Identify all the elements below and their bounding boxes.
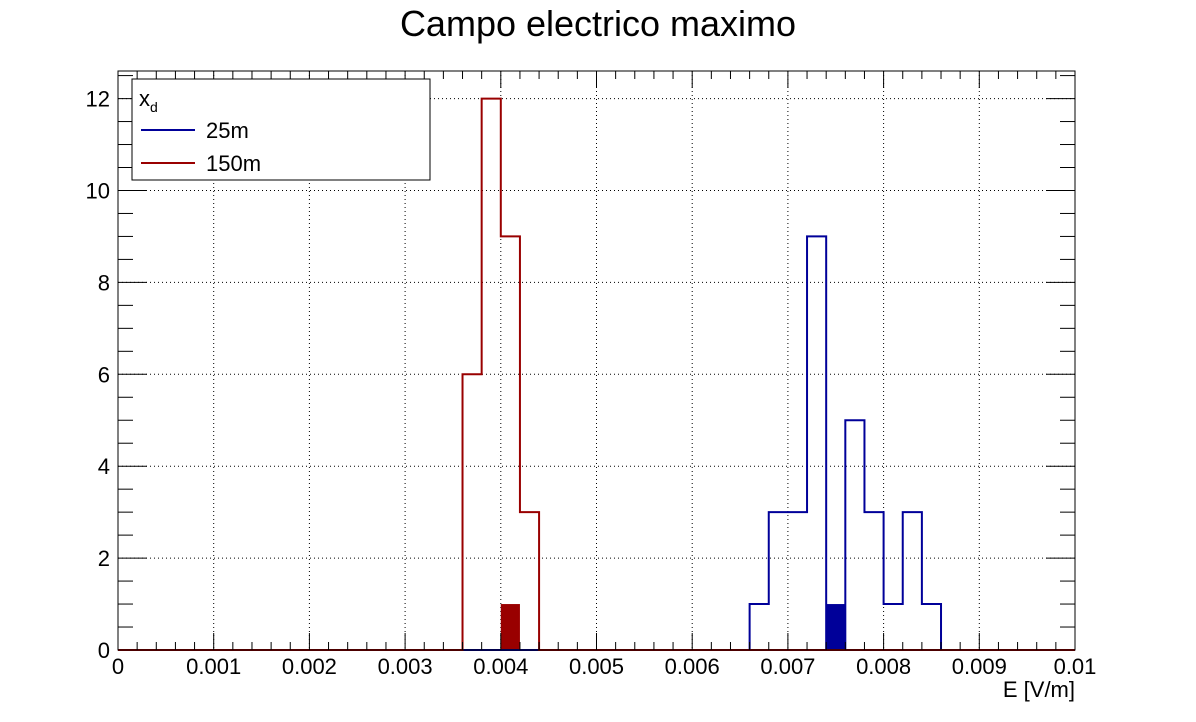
- x-tick-label: 0.008: [856, 654, 911, 679]
- y-tick-label: 0: [98, 638, 110, 663]
- highlight-bins: [500, 604, 846, 650]
- legend-label-25m: 25m: [206, 118, 249, 143]
- legend-label-150m: 150m: [206, 151, 261, 176]
- highlight-bin-150m: [500, 604, 520, 650]
- series-lines: [118, 97, 1075, 651]
- x-tick-label: 0.01: [1054, 654, 1097, 679]
- y-tick-label: 6: [98, 362, 110, 387]
- x-tick-label: 0.005: [569, 654, 624, 679]
- series-line-150m: [118, 97, 1075, 651]
- y-tick-label: 10: [86, 178, 110, 203]
- x-tick-label: 0.002: [282, 654, 337, 679]
- highlight-bin-25m: [826, 604, 846, 650]
- y-tick-label: 4: [98, 454, 110, 479]
- x-tick-label: 0.001: [186, 654, 241, 679]
- x-tick-label: 0.006: [665, 654, 720, 679]
- x-axis-label: E [V/m]: [1003, 677, 1075, 702]
- chart-title: Campo electrico maximo: [400, 3, 796, 44]
- series-line-25m: [118, 235, 1075, 651]
- x-tick-label: 0: [112, 654, 124, 679]
- y-tick-label: 2: [98, 546, 110, 571]
- x-tick-labels: 0 0.001 0.002 0.003 0.004 0.005 0.006 0.007 0.00…: [112, 654, 1097, 679]
- x-tick-label: 0.009: [952, 654, 1007, 679]
- legend: xd 25m 150m: [131, 78, 431, 181]
- x-tick-label: 0.004: [473, 654, 528, 679]
- legend-title: xd: [139, 86, 158, 115]
- x-tick-label: 0.003: [378, 654, 433, 679]
- y-tick-labels: 0 2 4 6 8 10 12: [86, 87, 110, 663]
- axis-ticks: [117, 71, 1076, 651]
- x-tick-label: 0.007: [760, 654, 815, 679]
- y-tick-label: 12: [86, 87, 110, 112]
- y-tick-label: 8: [98, 270, 110, 295]
